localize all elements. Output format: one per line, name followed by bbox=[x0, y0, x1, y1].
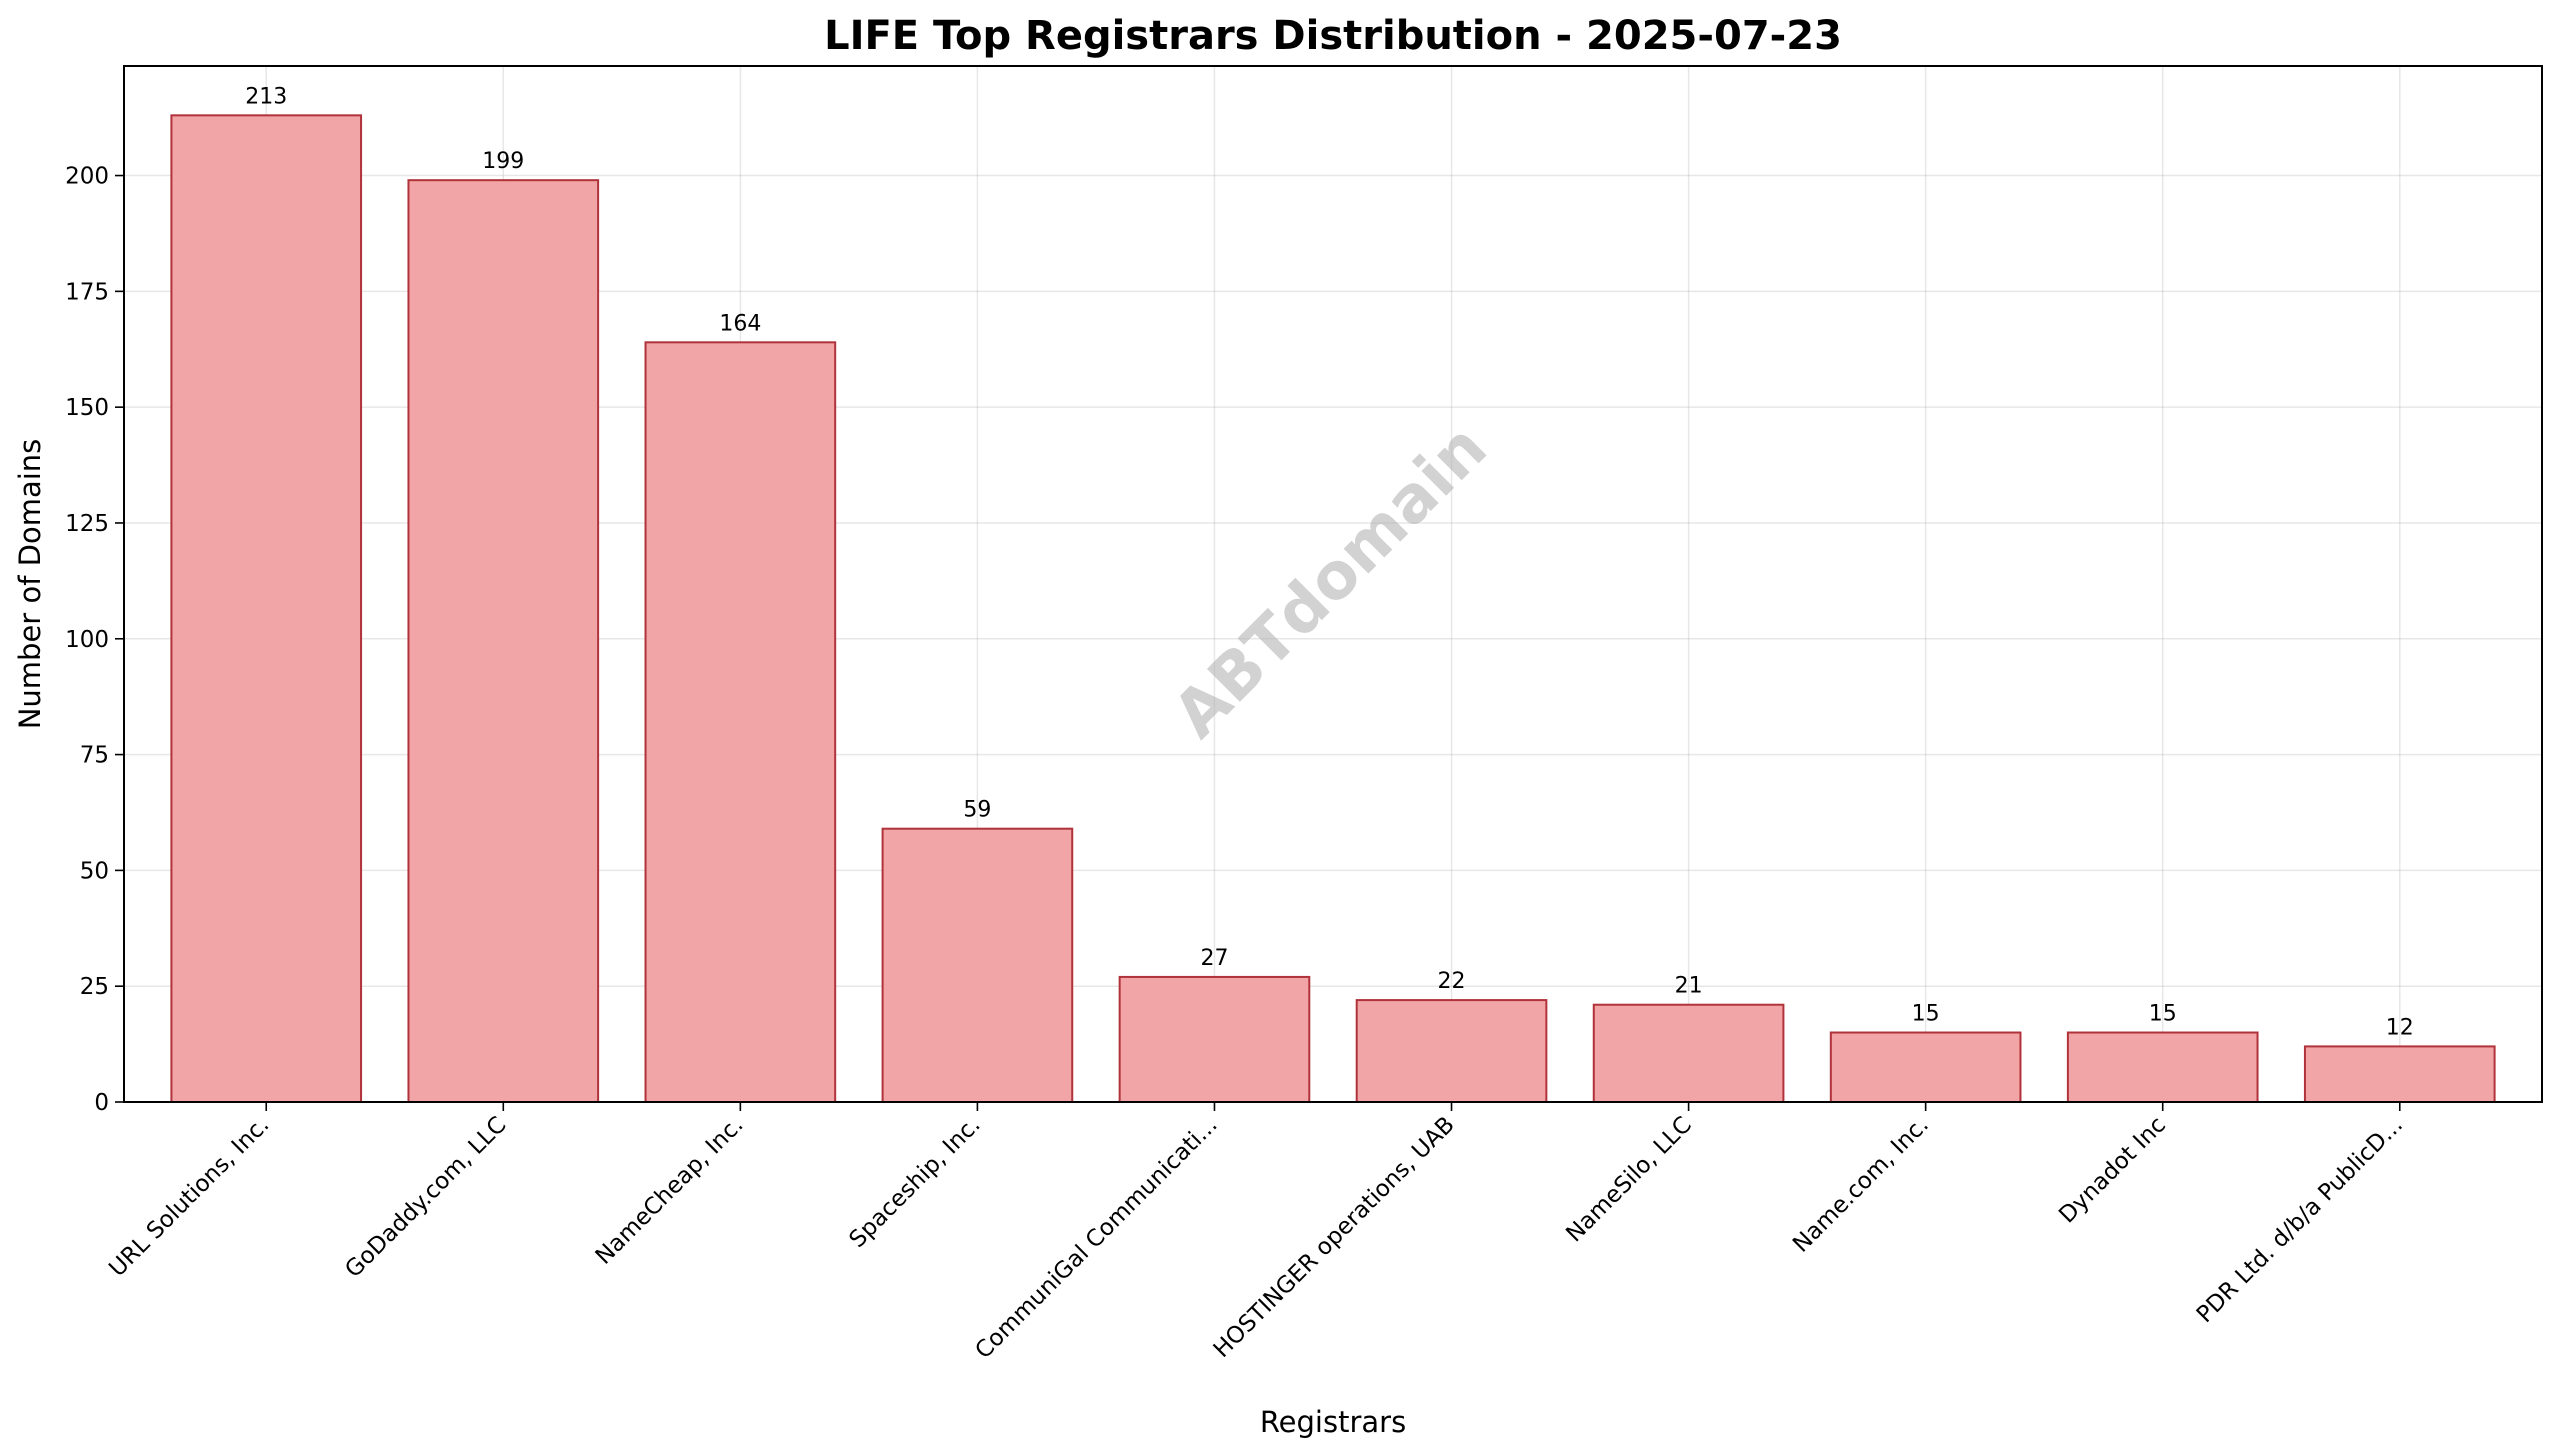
y-tick-label: 75 bbox=[80, 743, 109, 769]
data-label: 12 bbox=[2386, 1015, 2414, 1040]
bar bbox=[1592, 1003, 1785, 1104]
data-label: 213 bbox=[245, 84, 287, 109]
y-tick-label: 125 bbox=[65, 511, 109, 537]
data-labels: 213 199 164 59 27 22 21 15 15 12 bbox=[245, 84, 2414, 1040]
bar bbox=[2303, 1045, 2496, 1103]
y-tick-label: 0 bbox=[94, 1090, 109, 1116]
bar bbox=[1118, 975, 1311, 1103]
y-tick-label: 175 bbox=[65, 279, 109, 305]
bar bbox=[644, 341, 837, 1103]
x-axis-label: Registrars bbox=[1260, 1405, 1406, 1439]
bar bbox=[170, 114, 363, 1104]
y-tick-label: 50 bbox=[80, 858, 109, 884]
data-label: 22 bbox=[1438, 969, 1466, 994]
data-label: 199 bbox=[482, 149, 524, 174]
bars bbox=[170, 114, 2496, 1104]
y-tick-label: 150 bbox=[65, 395, 109, 421]
plot-frame bbox=[123, 65, 2543, 1103]
data-label: 15 bbox=[2149, 1002, 2177, 1027]
bar bbox=[881, 827, 1074, 1103]
y-axis-label: Number of Domains bbox=[13, 439, 47, 730]
bar bbox=[1829, 1031, 2022, 1104]
bar bbox=[2066, 1031, 2259, 1104]
data-label: 21 bbox=[1675, 974, 1703, 999]
y-tick-label: 100 bbox=[65, 627, 109, 653]
data-label: 59 bbox=[963, 798, 991, 823]
y-tick-label: 200 bbox=[65, 164, 109, 190]
y-tick-label: 25 bbox=[80, 974, 109, 1000]
data-label: 27 bbox=[1200, 946, 1228, 971]
chart-title: LIFE Top Registrars Distribution - 2025-… bbox=[824, 13, 1842, 59]
data-label: 164 bbox=[719, 311, 761, 336]
data-label: 15 bbox=[1912, 1002, 1940, 1027]
bar bbox=[407, 179, 600, 1103]
bar bbox=[1355, 999, 1548, 1103]
